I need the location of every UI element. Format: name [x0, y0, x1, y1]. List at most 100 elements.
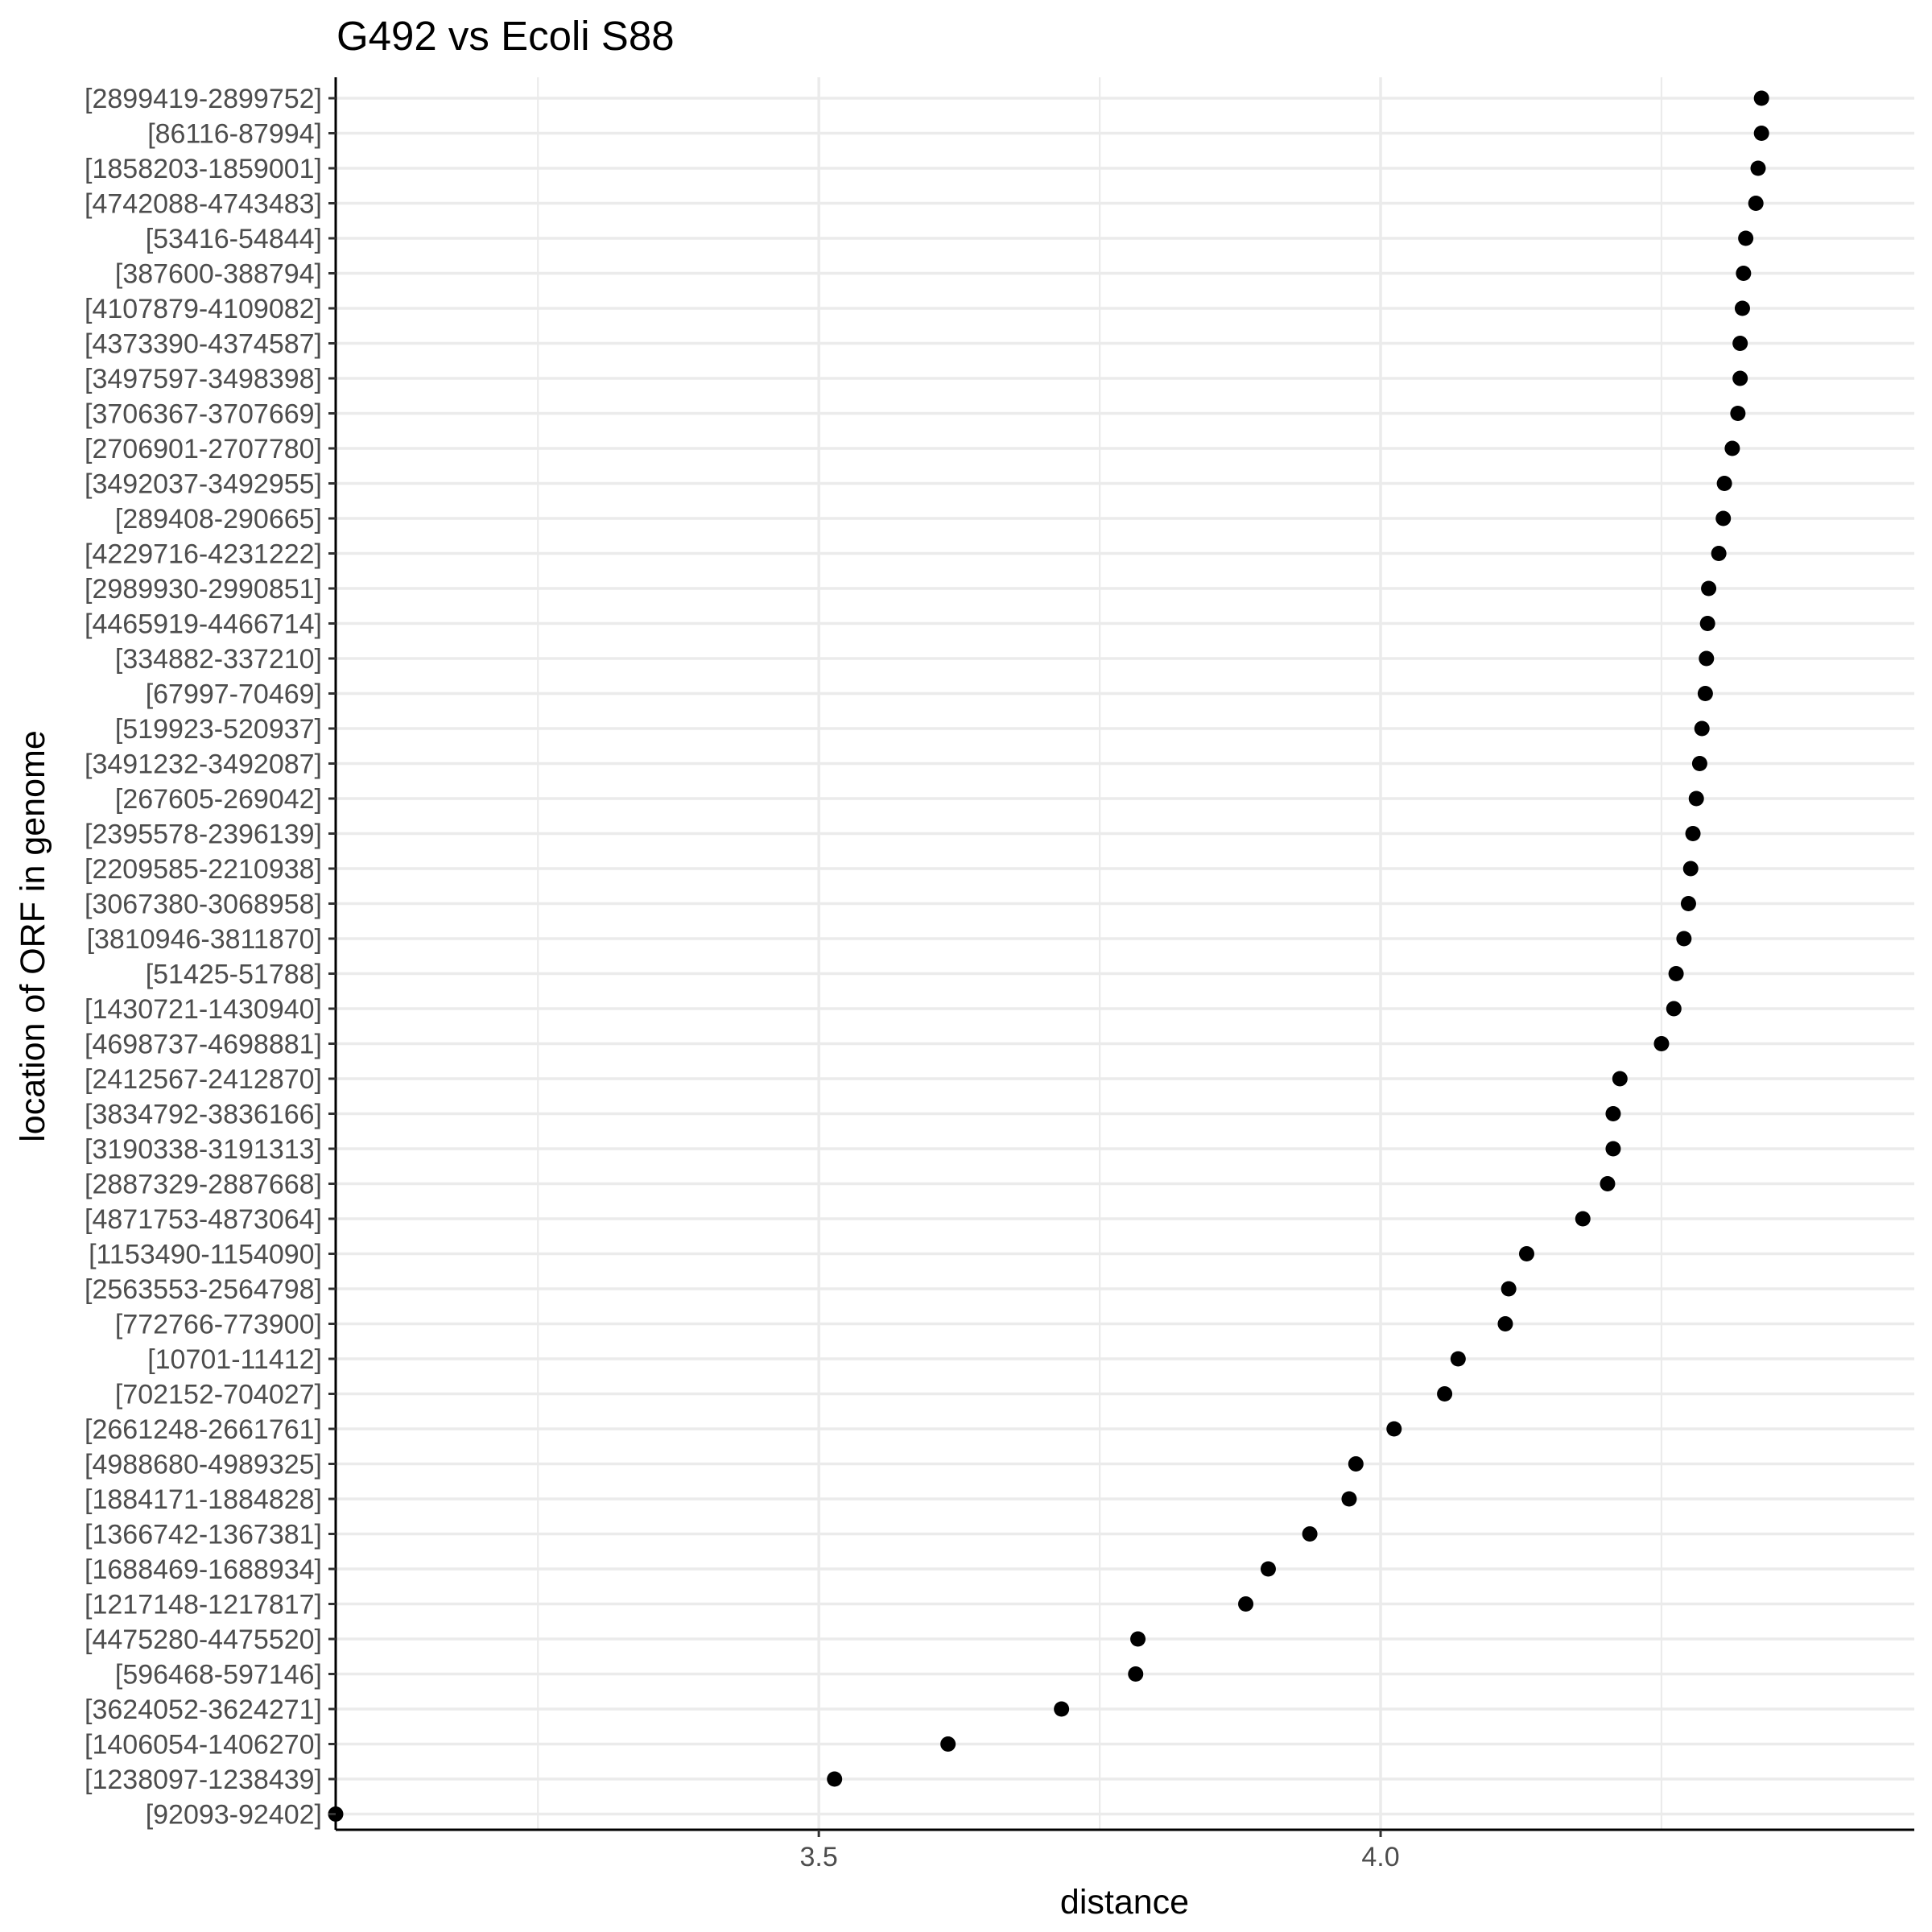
- y-tick-label: [772766-773900]: [115, 1310, 322, 1340]
- data-point: [1691, 756, 1707, 771]
- data-point: [1348, 1456, 1364, 1472]
- y-tick-label: [10701-11412]: [147, 1344, 322, 1375]
- data-point: [1575, 1211, 1591, 1227]
- data-point: [1748, 196, 1764, 211]
- data-point: [1612, 1071, 1628, 1087]
- data-point: [1750, 160, 1766, 176]
- y-tick-label: [289408-290665]: [115, 504, 322, 535]
- data-point: [827, 1771, 843, 1787]
- data-point: [1732, 336, 1748, 351]
- y-tick-label: [86116-87994]: [147, 119, 322, 150]
- y-tick-label: [4742088-4743483]: [85, 189, 322, 220]
- y-tick-label: [3492037-3492955]: [85, 469, 322, 500]
- data-point: [1715, 510, 1732, 526]
- y-tick-label: [3190338-3191313]: [85, 1134, 322, 1165]
- data-point: [1688, 791, 1704, 807]
- grid-lines: [336, 77, 1914, 1830]
- y-tick-label: [2412567-2412870]: [85, 1064, 322, 1095]
- y-tick-label: [67997-70469]: [146, 679, 322, 710]
- y-tick-label: [1238097-1238439]: [85, 1765, 322, 1795]
- y-tick-label: [267605-269042]: [115, 784, 322, 815]
- y-tick-label: [3624052-3624271]: [85, 1695, 322, 1725]
- data-point: [1682, 861, 1699, 877]
- y-tick-label: [2899419-2899752]: [85, 84, 322, 114]
- data-point: [1666, 1001, 1682, 1017]
- y-tick-label: [702152-704027]: [115, 1380, 322, 1410]
- data-point: [1128, 1666, 1144, 1682]
- data-point: [1711, 546, 1727, 561]
- y-tick-label: [2563553-2564798]: [85, 1274, 322, 1305]
- y-tick-label: [4465919-4466714]: [85, 609, 322, 640]
- data-point: [1450, 1351, 1466, 1367]
- y-tick-label: [3491232-3492087]: [85, 749, 322, 780]
- y-tick-label: [1153490-1154090]: [89, 1240, 322, 1270]
- y-axis-ticks: [2899419-2899752] [86116-87994] [1858203-1…: [85, 84, 336, 1831]
- data-point: [1701, 580, 1717, 597]
- data-point: [1753, 90, 1769, 106]
- y-tick-label: [1366742-1367381]: [85, 1520, 322, 1550]
- data-point: [1685, 826, 1701, 841]
- data-point: [1699, 616, 1715, 631]
- x-tick-label: 3.5: [800, 1842, 838, 1872]
- y-tick-label: [387600-388794]: [115, 259, 322, 290]
- x-axis-title: distance: [1060, 1883, 1189, 1922]
- y-tick-label: [2989930-2990851]: [85, 574, 322, 605]
- data-point: [1600, 1176, 1616, 1191]
- y-tick-label: [1217148-1217817]: [85, 1590, 322, 1620]
- y-tick-label: [4988680-4989325]: [85, 1450, 322, 1480]
- y-tick-label: [3834792-3836166]: [85, 1100, 322, 1130]
- y-tick-label: [4475280-4475520]: [85, 1624, 322, 1655]
- data-point: [1753, 126, 1769, 141]
- data-point: [1386, 1421, 1402, 1437]
- data-point: [1716, 476, 1732, 491]
- data-point: [1694, 720, 1710, 737]
- y-tick-label: [3810946-3811870]: [87, 924, 322, 955]
- y-tick-label: [3706367-3707669]: [85, 399, 322, 430]
- y-tick-label: [4871753-4873064]: [85, 1204, 322, 1235]
- data-point: [1238, 1596, 1254, 1612]
- data-point: [1676, 931, 1692, 947]
- data-points: [328, 90, 1769, 1822]
- y-tick-label: [2661248-2661761]: [85, 1414, 322, 1445]
- data-point: [1734, 300, 1750, 316]
- data-point: [1732, 370, 1748, 386]
- y-tick-label: [334882-337210]: [115, 644, 322, 675]
- data-point: [1341, 1491, 1357, 1507]
- y-tick-label: [4373390-4374587]: [85, 329, 322, 360]
- data-point: [1054, 1701, 1070, 1717]
- y-tick-label: [2209585-2210938]: [85, 854, 322, 885]
- y-tick-label: [1884171-1884828]: [85, 1484, 322, 1515]
- y-tick-label: [53416-54844]: [146, 224, 322, 254]
- data-point: [1605, 1106, 1621, 1121]
- data-point: [1699, 650, 1715, 667]
- y-tick-label: [51425-51788]: [146, 960, 322, 990]
- data-point: [1736, 266, 1752, 281]
- y-tick-label: [1406054-1406270]: [85, 1730, 322, 1761]
- y-tick-label: [519923-520937]: [115, 714, 322, 745]
- data-point: [1697, 686, 1713, 701]
- data-point: [1518, 1246, 1534, 1261]
- y-axis-title: location of ORF in genome: [14, 730, 52, 1142]
- data-point: [940, 1736, 956, 1752]
- data-point: [1738, 230, 1754, 246]
- data-point: [1437, 1386, 1453, 1402]
- y-tick-label: [596468-597146]: [115, 1660, 322, 1690]
- data-point: [1260, 1561, 1276, 1577]
- y-tick-label: [1430721-1430940]: [85, 994, 322, 1025]
- data-point: [1130, 1631, 1146, 1647]
- data-point: [1653, 1036, 1670, 1051]
- data-point: [1302, 1526, 1318, 1542]
- y-tick-label: [4229716-4231222]: [85, 539, 322, 570]
- axes: [334, 77, 1914, 1831]
- y-tick-label: [1858203-1859001]: [85, 154, 322, 184]
- y-tick-label: [4698737-4698881]: [85, 1030, 322, 1060]
- data-point: [1680, 896, 1696, 911]
- data-point: [1730, 406, 1746, 421]
- data-point: [1724, 440, 1740, 456]
- data-point: [1605, 1141, 1621, 1157]
- y-tick-label: [2706901-2707780]: [85, 434, 322, 464]
- chart-title: G492 vs Ecoli S88: [336, 13, 675, 59]
- x-tick-label: 4.0: [1361, 1842, 1399, 1872]
- y-tick-label: [92093-92402]: [146, 1800, 322, 1831]
